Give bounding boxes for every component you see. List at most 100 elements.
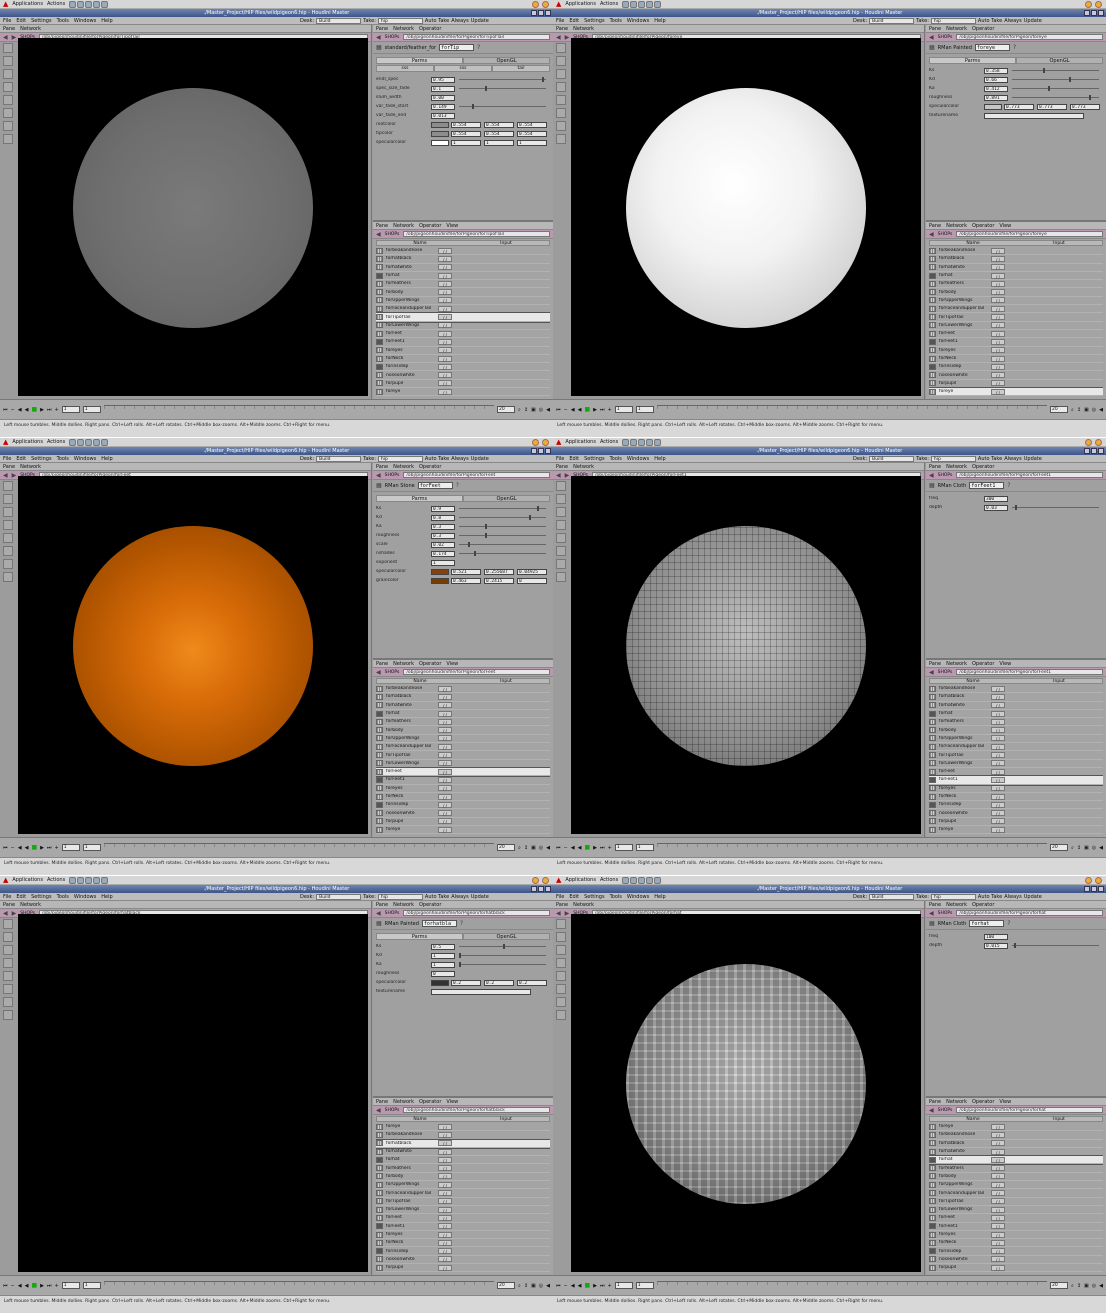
shader-list-item[interactable]: forhatblack ∕ ∕	[929, 1140, 1103, 1148]
parm-folder-tab[interactable]: OpenGL	[463, 495, 550, 502]
color-swatch[interactable]	[431, 979, 449, 986]
applications-menu[interactable]: Applications	[12, 1, 43, 7]
frame-field[interactable]: 1	[614, 406, 633, 413]
playback-control-icon[interactable]: ◀	[24, 844, 29, 851]
maximize-button[interactable]	[1091, 10, 1097, 16]
pane-tab-pane[interactable]: Pane	[3, 901, 16, 908]
applications-menu[interactable]: Applications	[565, 439, 596, 445]
slider-handle[interactable]	[1047, 86, 1050, 91]
shader-list-item[interactable]: forFeet1 ∕ ∕	[929, 1223, 1103, 1231]
list-header-name[interactable]: Name	[413, 241, 427, 246]
timeline-ruler[interactable]	[103, 842, 495, 853]
timeline-tool-icon[interactable]: ↕	[523, 844, 529, 851]
launcher-icon[interactable]	[638, 876, 646, 884]
playback-control-icon[interactable]: ▶	[593, 844, 597, 851]
shader-flags[interactable]: ∕ ∕	[438, 330, 452, 337]
viewer-tool-icon[interactable]	[556, 494, 566, 504]
pane-tab-pane[interactable]: Pane	[556, 463, 569, 470]
menu-item-edit[interactable]: Edit	[16, 893, 27, 900]
shader-flags[interactable]: ∕ ∕	[438, 785, 452, 792]
actions-menu[interactable]: Actions	[599, 877, 619, 883]
parm-folder-tab[interactable]: OpenGL	[1016, 57, 1103, 64]
start-frame-field[interactable]: 1	[635, 844, 654, 851]
shader-flags[interactable]: ∕ ∕	[438, 1223, 452, 1230]
start-frame-field[interactable]: 1	[82, 844, 101, 851]
shader-flags[interactable]: ∕ ∕	[438, 718, 452, 725]
close-button[interactable]	[1098, 886, 1104, 892]
shader-list-item[interactable]: forpupil ∕ ∕	[929, 380, 1103, 389]
viewer-tool-icon[interactable]	[556, 69, 566, 79]
shader-list-item[interactable]: foreye ∕ ∕	[929, 387, 1103, 397]
shader-flags[interactable]: ∕ ∕	[991, 289, 1005, 296]
shader-list-item[interactable]: foreyes ∕ ∕	[376, 1231, 550, 1240]
parm-tab-operator[interactable]: Operator	[419, 25, 442, 32]
net-tab-network[interactable]: Network	[946, 660, 967, 667]
timeline-tool-icon[interactable]: ↕	[523, 1282, 529, 1289]
shader-flags[interactable]: ∕ ∕	[438, 255, 452, 262]
auto-take-button[interactable]: Auto Take	[424, 894, 450, 900]
end-frame-field[interactable]: 20	[497, 406, 516, 413]
parm-tab-network[interactable]: Network	[946, 901, 967, 908]
parameter-value-field[interactable]: 0.412	[984, 85, 1008, 92]
always-dropdown[interactable]: Always	[1004, 18, 1022, 24]
color-swatch[interactable]	[431, 577, 449, 584]
pane-tab-pane[interactable]: Pane	[556, 901, 569, 908]
net-tab-pane[interactable]: Pane	[376, 222, 389, 229]
color-swatch[interactable]	[431, 121, 449, 128]
always-dropdown[interactable]: Always	[451, 456, 469, 462]
shader-list-item[interactable]: forFeet ∕ ∕	[929, 330, 1103, 339]
launcher-icon[interactable]	[85, 0, 93, 8]
viewer-tool-icon[interactable]	[3, 984, 13, 994]
launcher-icon[interactable]	[101, 876, 109, 884]
shader-list-item[interactable]: forbody ∕ ∕	[929, 726, 1103, 735]
help-icon[interactable]: ?	[1012, 44, 1017, 51]
launcher-icon[interactable]	[622, 0, 630, 8]
shader-list-item[interactable]: forNeck ∕ ∕	[929, 355, 1103, 364]
timeline-ruler[interactable]	[656, 842, 1048, 853]
viewer-tool-icon[interactable]	[556, 56, 566, 66]
menu-item-help[interactable]: Help	[101, 455, 113, 462]
tray-icon[interactable]	[1085, 877, 1092, 884]
launcher-icon[interactable]	[630, 438, 638, 446]
parameter-value-field[interactable]: 1	[431, 952, 455, 959]
shader-flags[interactable]: ∕ ∕	[438, 735, 452, 742]
parameter-value-field[interactable]: 1	[484, 139, 514, 146]
shader-list-item[interactable]: forpupil ∕ ∕	[929, 818, 1103, 827]
parameter-value-field[interactable]: 0.2415	[484, 577, 514, 584]
maximize-button[interactable]	[538, 448, 544, 454]
playback-control-icon[interactable]: ◀	[24, 406, 29, 413]
network-path[interactable]: /obj/pigeonhoudinifile/forPigeon/forhatb…	[403, 1107, 550, 1113]
parameter-path[interactable]: /obj/pigeonhoudinifile/forPigeon/forFeet…	[956, 472, 1103, 478]
viewer-tool-icon[interactable]	[3, 971, 13, 981]
menu-item-settings[interactable]: Settings	[584, 455, 605, 462]
parm-tab-operator[interactable]: Operator	[419, 463, 442, 470]
render-viewport[interactable]	[18, 38, 368, 396]
viewer-tool-icon[interactable]	[3, 134, 13, 144]
always-dropdown[interactable]: Always	[1004, 894, 1022, 900]
parm-tab-operator[interactable]: Operator	[972, 463, 995, 470]
shader-flags[interactable]: ∕ ∕	[438, 1131, 452, 1138]
auto-take-button[interactable]: Auto Take	[977, 456, 1003, 462]
end-frame-field[interactable]: 20	[497, 844, 516, 851]
slider-handle[interactable]	[537, 506, 540, 511]
menu-item-tools[interactable]: Tools	[609, 893, 622, 900]
net-tab-network[interactable]: Network	[393, 222, 414, 229]
pane-tab-network[interactable]: Network	[20, 901, 41, 908]
viewer-tool-icon[interactable]	[556, 95, 566, 105]
shader-flags[interactable]: ∕ ∕	[991, 1131, 1005, 1138]
viewer-tool-icon[interactable]	[556, 958, 566, 968]
render-viewport[interactable]	[571, 38, 921, 396]
forward-icon[interactable]: ▶	[564, 471, 570, 479]
forward-icon[interactable]: ▶	[11, 471, 17, 479]
net-tab-pane[interactable]: Pane	[929, 222, 942, 229]
timeline-tool-icon[interactable]: ▣	[1084, 406, 1089, 413]
slider-handle[interactable]	[459, 962, 461, 967]
parameter-slider[interactable]	[459, 77, 546, 82]
shader-list-item[interactable]: forLowerWings ∕ ∕	[376, 760, 550, 768]
shader-list-item[interactable]: forhat ∕ ∕	[929, 272, 1103, 281]
shader-flags[interactable]: ∕ ∕	[438, 1190, 452, 1197]
shader-list-item[interactable]: forinsidep ∕ ∕	[929, 363, 1103, 372]
parameter-value-field[interactable]: 1	[431, 961, 455, 968]
shader-list-item[interactable]: noseonwhite ∕ ∕	[929, 809, 1103, 818]
shader-list-item[interactable]: forinsidep ∕ ∕	[376, 363, 550, 372]
